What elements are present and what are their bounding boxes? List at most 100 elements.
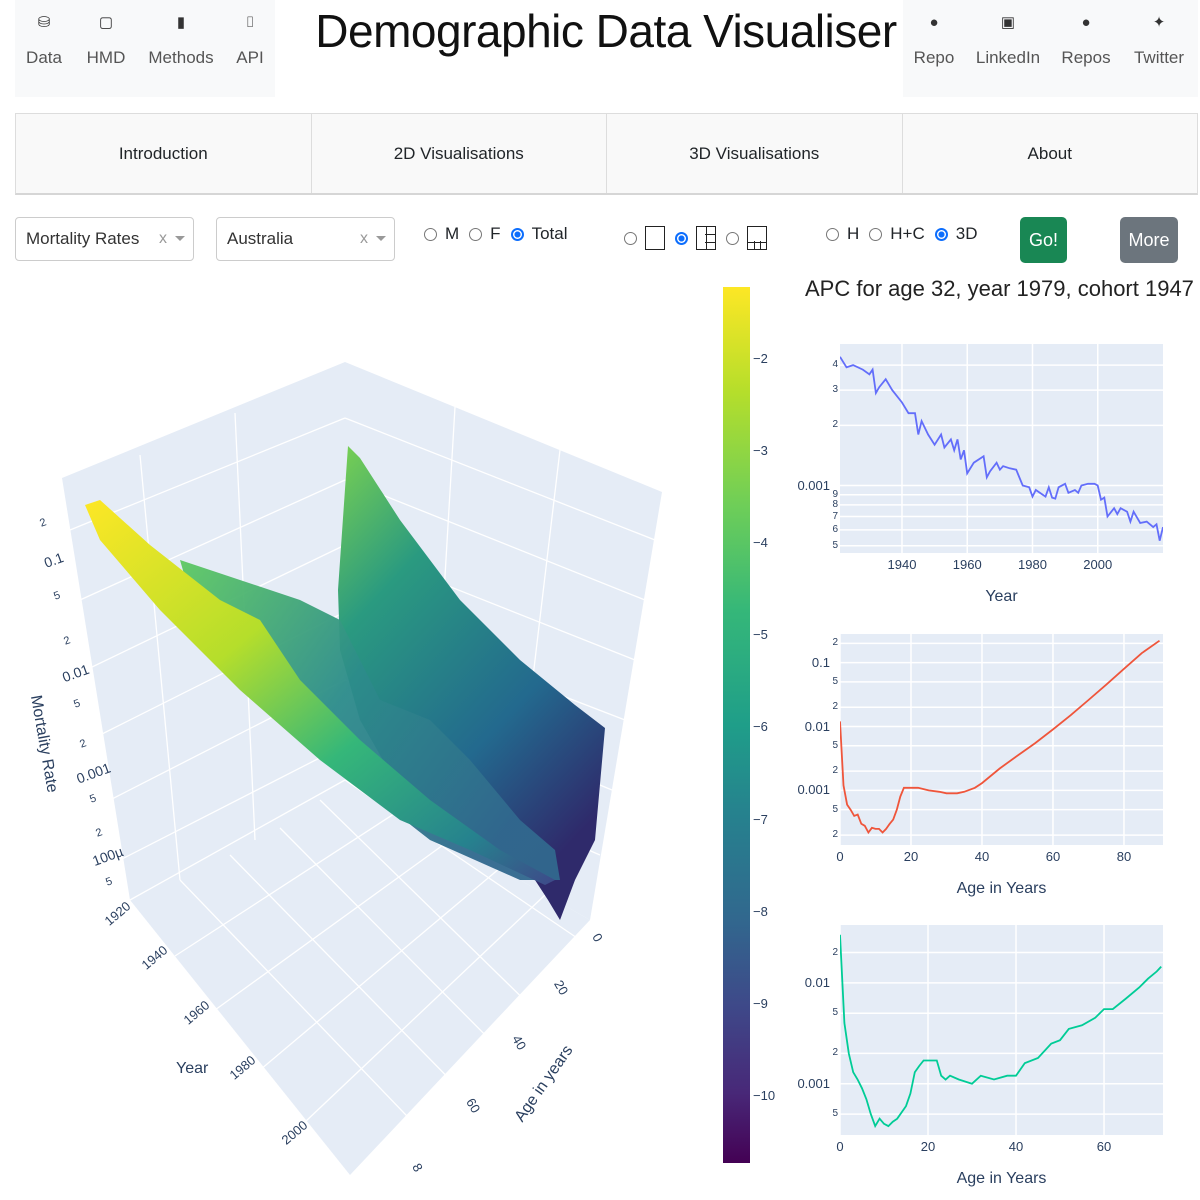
colorbar-tick-label: −3	[753, 443, 768, 459]
x-axis-title: Year	[985, 588, 1018, 605]
series-line	[840, 639, 1161, 835]
colorbar	[723, 287, 750, 1163]
x-tick-label: 60	[1096, 1139, 1112, 1154]
x-tick-label: 80	[1116, 849, 1132, 864]
radio-layout-split-bottom[interactable]	[726, 231, 739, 245]
y-tick-label: 5	[832, 539, 838, 551]
colorbar-tick-label: −6	[753, 719, 768, 735]
tab-3d-visualisations[interactable]: 3D Visualisations	[607, 114, 903, 193]
radio-label: M	[445, 224, 460, 243]
colorbar-tick-label: −8	[753, 903, 768, 919]
layout-split-right-icon	[696, 226, 716, 250]
layout-radio-group	[624, 226, 773, 250]
tab-2d-visualisations[interactable]: 2D Visualisations	[312, 114, 607, 193]
radio-label: F	[490, 224, 501, 243]
page-title: Demographic Data Visualiser	[315, 5, 897, 57]
right-nav: ● Repo ▣ LinkedIn ● Repos ✦ Twitter	[903, 0, 1198, 97]
measure-value: Mortality Rates	[26, 229, 140, 248]
chevron-down-icon[interactable]	[175, 236, 185, 246]
nav-hmd[interactable]: ▢ HMD	[87, 8, 126, 68]
y-tick-label: 0.01	[804, 718, 830, 734]
x-tick-label: 1960	[952, 557, 982, 572]
country-dropdown[interactable]: Australia x	[216, 217, 395, 261]
measure-dropdown[interactable]: Mortality Rates x	[15, 217, 194, 261]
nav-api[interactable]: ⌷ API	[236, 8, 263, 68]
github-icon: ●	[929, 14, 939, 31]
radio-label: 3D	[955, 224, 978, 243]
y-tick-label: 8	[832, 498, 838, 510]
apc-chart-3[interactable]	[840, 925, 1163, 1135]
colorbar-tick-label: −5	[753, 627, 768, 643]
radio-layout-single[interactable]	[624, 231, 637, 245]
y-tick-label: 0.001	[797, 477, 830, 493]
twitter-icon: ✦	[1152, 14, 1166, 31]
tab-about[interactable]: About	[1027, 143, 1072, 163]
series-line	[840, 356, 1163, 541]
colorbar-tick-label: −9	[753, 995, 768, 1011]
radio-label: H+C	[890, 224, 925, 243]
nav-methods[interactable]: ▮ Methods	[148, 8, 213, 68]
radio-total[interactable]	[510, 227, 524, 241]
x-tick-label: 20	[903, 849, 919, 864]
layout-split-bottom-icon	[747, 226, 767, 250]
y-tick-label: 4	[832, 359, 838, 371]
apc-title: APC for age 32, year 1979, cohort 1947	[805, 276, 1194, 301]
y-tick-label: 9	[832, 488, 838, 500]
nav-twitter[interactable]: ✦ Twitter	[1134, 8, 1184, 68]
radio-f[interactable]	[469, 227, 483, 241]
y-tick-label: 2	[832, 637, 838, 649]
sex-radio-group: M F Total	[424, 224, 567, 244]
tab-introduction[interactable]: Introduction	[16, 114, 312, 193]
surface-plot[interactable]	[0, 265, 700, 1200]
y-tick-label: 2	[832, 1047, 838, 1059]
x-tick-label: 2000	[1083, 557, 1113, 572]
colorbar-tick-label: −7	[753, 811, 768, 827]
y-tick-label: 0.1	[811, 654, 830, 670]
radio-h[interactable]	[826, 227, 839, 241]
x-tick-label: 1980	[1018, 557, 1047, 572]
y-tick-label: 5	[832, 739, 838, 751]
apc-chart-2[interactable]	[840, 634, 1163, 845]
clear-icon[interactable]: x	[360, 230, 368, 247]
github-icon: ●	[1081, 14, 1091, 31]
clear-icon[interactable]: x	[159, 230, 167, 247]
radio-layout-split-right[interactable]	[675, 231, 688, 245]
y-tick-label: 2	[832, 946, 838, 958]
series-line	[840, 934, 1162, 1129]
book-icon: ▮	[176, 14, 186, 31]
y-tick-label: 2	[832, 419, 838, 431]
more-button[interactable]: More	[1120, 217, 1178, 263]
radio-h-c[interactable]	[869, 227, 883, 241]
colorbar-tick-label: −10	[753, 1087, 776, 1103]
radio-label: Total	[531, 224, 568, 243]
x-tick-label: 20	[920, 1139, 936, 1154]
radio-m[interactable]	[424, 227, 437, 241]
nav-linkedin[interactable]: ▣ LinkedIn	[976, 8, 1040, 68]
left-nav: ⛁ Data ▢ HMD ▮ Methods ⌷ API	[15, 0, 275, 97]
y-tick-label: 2	[832, 829, 838, 841]
y-tick-label: 6	[832, 523, 838, 535]
y-tick-label: 5	[832, 1007, 838, 1019]
y-tick-label: 5	[832, 803, 838, 815]
square-icon: ▢	[98, 14, 114, 31]
radio-label: H	[847, 224, 860, 243]
y-tick-label: 5	[832, 1108, 838, 1120]
x-tick-label: 60	[1045, 849, 1061, 864]
y-tick-label: 2	[832, 765, 838, 777]
country-value: Australia	[227, 229, 294, 248]
chevron-down-icon[interactable]	[376, 236, 386, 246]
x-tick-label: 1940	[887, 557, 917, 572]
x-tick-label: 0	[836, 1139, 844, 1154]
nav-data[interactable]: ⛁ Data	[26, 8, 62, 68]
colorbar-tick-label: −2	[753, 351, 768, 366]
x-tick-label: 40	[974, 849, 990, 864]
y-tick-label: 7	[832, 510, 838, 522]
y-tick-label: 2	[832, 701, 838, 713]
apc-chart-1[interactable]	[840, 344, 1163, 553]
go-button[interactable]: Go!	[1020, 217, 1067, 263]
nav-repo[interactable]: ● Repo	[914, 8, 955, 68]
surface-mesh	[85, 446, 605, 920]
plot-type-radio-group: H H+C 3D	[826, 224, 978, 244]
radio-3d[interactable]	[934, 227, 948, 241]
nav-repos[interactable]: ● Repos	[1061, 8, 1110, 68]
